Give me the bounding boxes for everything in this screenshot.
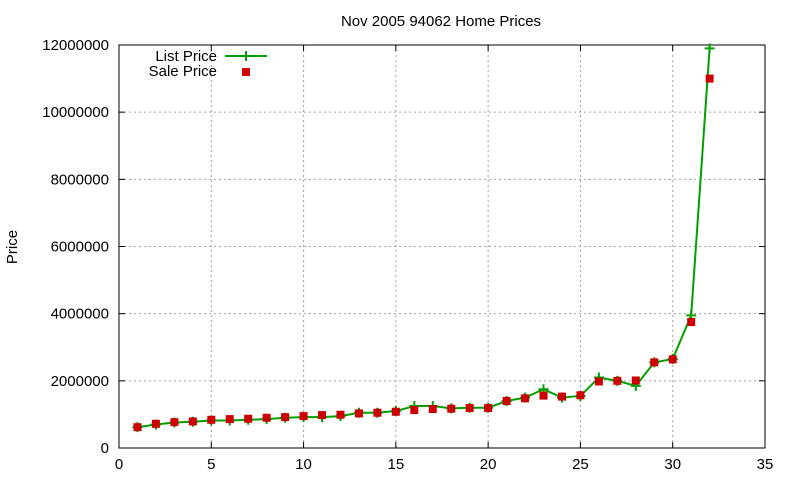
- data-point-square: [373, 408, 382, 417]
- data-point-square: [428, 405, 437, 414]
- series-list-price: [132, 43, 715, 433]
- data-point-square: [650, 358, 659, 367]
- y-tick-label: 4000000: [51, 306, 109, 323]
- data-point-square: [318, 411, 327, 420]
- x-tick-label: 10: [295, 456, 312, 473]
- data-point-square: [281, 413, 290, 422]
- data-point-square: [687, 318, 696, 327]
- data-point-square: [447, 404, 456, 413]
- data-point-square: [502, 396, 511, 405]
- data-point-square: [613, 376, 622, 385]
- x-tick-label: 25: [572, 456, 589, 473]
- data-point-square: [705, 74, 714, 83]
- legend-marker-sale-price: [242, 68, 250, 76]
- data-point-square: [244, 414, 253, 423]
- data-point-square: [299, 412, 308, 421]
- data-point-square: [354, 409, 363, 418]
- y-tick-label: 0: [101, 440, 109, 457]
- y-tick-label: 10000000: [42, 104, 109, 121]
- data-point-square: [170, 418, 179, 427]
- data-point-square: [391, 407, 400, 416]
- data-point-square: [521, 394, 530, 403]
- grid-lines: [119, 45, 765, 448]
- series-line: [137, 48, 711, 429]
- y-tick-label: 6000000: [51, 239, 109, 256]
- data-point-square: [668, 355, 677, 364]
- y-tick-label: 2000000: [51, 373, 109, 390]
- axes: 0 5 10 15 20 25 30 35 0 2000000 4000000 6000000 8000…: [42, 37, 773, 473]
- data-point-square: [151, 419, 160, 428]
- data-point-square: [557, 392, 566, 401]
- x-tick-label: 15: [388, 456, 405, 473]
- data-point-square: [465, 404, 474, 413]
- legend-label-list-price: List Price: [155, 48, 217, 65]
- data-point-square: [225, 415, 234, 424]
- data-point-square: [336, 410, 345, 419]
- chart-title: Nov 2005 94062 Home Prices: [341, 13, 541, 30]
- x-tick-label: 30: [664, 456, 681, 473]
- x-tick-label: 20: [480, 456, 497, 473]
- data-point-square: [262, 413, 271, 422]
- data-point-square: [188, 417, 197, 426]
- data-point-plus: [704, 43, 715, 54]
- data-point-square: [576, 391, 585, 400]
- y-tick-label: 12000000: [42, 37, 109, 54]
- data-point-square: [539, 391, 548, 400]
- x-tick-label: 0: [115, 456, 123, 473]
- legend-label-sale-price: Sale Price: [149, 63, 217, 80]
- series-sale-price: [133, 74, 714, 432]
- data-point-square: [207, 415, 216, 424]
- data-point-square: [484, 404, 493, 413]
- data-point-square: [594, 377, 603, 386]
- data-point-square: [631, 376, 640, 385]
- series-layer: [132, 43, 715, 433]
- x-tick-label: 5: [207, 456, 215, 473]
- y-axis-label: Price: [4, 230, 21, 264]
- y-tick-label: 8000000: [51, 171, 109, 188]
- x-tick-label: 35: [757, 456, 774, 473]
- data-point-square: [133, 423, 142, 432]
- legend-marker-list-price: [241, 51, 251, 61]
- data-point-square: [410, 406, 419, 415]
- legend: List Price Sale Price: [149, 48, 267, 80]
